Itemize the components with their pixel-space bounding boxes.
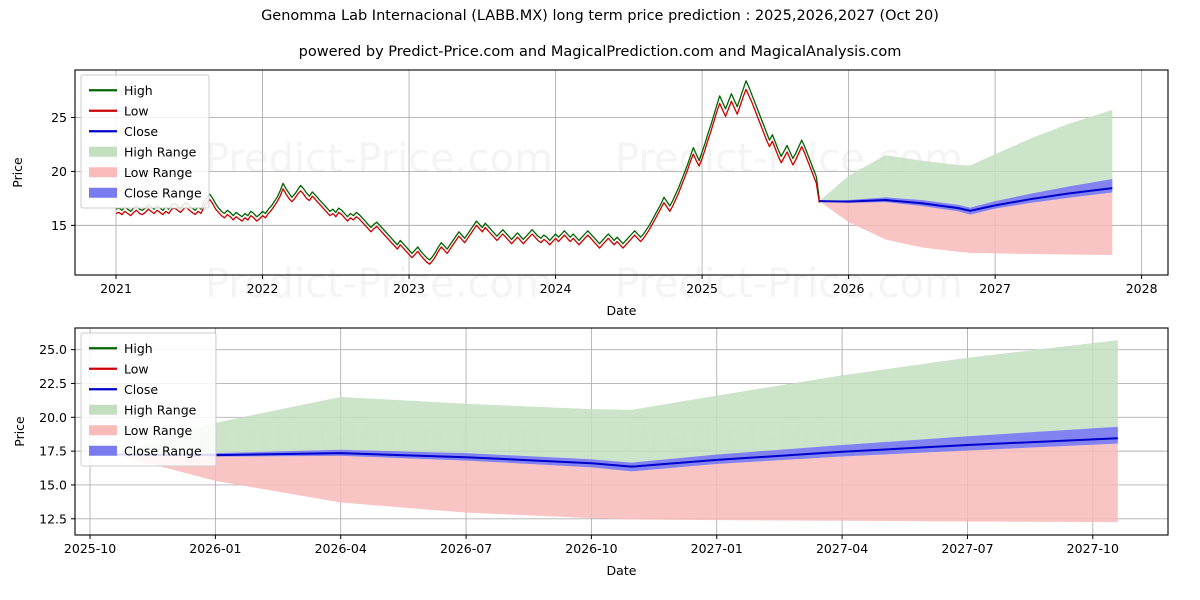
low-range-band (819, 192, 1113, 256)
legend-item-label: Close Range (124, 443, 202, 458)
legend-item-label: Low Range (124, 423, 193, 438)
close-range-band (819, 178, 1113, 215)
legend-item-label: Close (124, 124, 158, 139)
x-tick-label: 2027-10 (1067, 541, 1119, 556)
y-tick-label: 22.5 (39, 376, 67, 391)
legend-item-label: High (124, 341, 153, 356)
legend-swatch-band (89, 187, 117, 198)
page-subtitle: powered by Predict-Price.com and Magical… (298, 44, 902, 60)
watermark-text: Predict-Price.com (205, 136, 553, 182)
x-tick-label: 2026-01 (189, 541, 241, 556)
legend-item-label: Low (124, 361, 149, 376)
x-tick-label: 2021 (100, 281, 132, 296)
x-tick-label: 2025-10 (64, 541, 116, 556)
y-tick-label: 15 (51, 218, 67, 233)
x-tick-label: 2025 (686, 281, 718, 296)
legend-item-label: High (124, 83, 153, 98)
y-axis-label: Price (10, 157, 25, 188)
x-tick-label: 2024 (540, 281, 572, 296)
forecast-detail-chart-panel: Predict-Price.comPredict-Price.com2025-1… (0, 320, 1200, 600)
legend-item-label: Close (124, 382, 158, 397)
y-tick-label: 12.5 (39, 511, 67, 526)
high-range-band (115, 340, 1118, 463)
x-tick-label: 2026-04 (315, 541, 367, 556)
watermark-text: Predict-Price.com (205, 261, 553, 307)
x-tick-label: 2026 (833, 281, 865, 296)
y-tick-label: 25 (51, 110, 67, 125)
x-tick-label: 2027-04 (816, 541, 868, 556)
overview-chart-svg: Predict-Price.com Predict-Price.com Predic… (10, 69, 1169, 318)
low-range-band (115, 443, 1118, 523)
plot-frame (74, 69, 1169, 276)
x-tick-label: 2028 (1126, 281, 1158, 296)
legend-item-label: Low (124, 103, 149, 118)
legend-item-label: Low Range (124, 165, 193, 180)
x-tick-label: 2027 (979, 281, 1011, 296)
close-line (819, 187, 1113, 212)
y-tick-label: 20 (51, 164, 67, 179)
close-range-band (115, 426, 1118, 472)
y-tick-label: 20.0 (39, 410, 67, 425)
x-tick-label: 2023 (393, 281, 425, 296)
legend-swatch-band (89, 404, 117, 415)
x-tick-label: 2026-07 (440, 541, 492, 556)
x-tick-label: 2027-01 (691, 541, 743, 556)
low-line (115, 88, 820, 265)
x-axis-label: Date (607, 303, 637, 318)
watermark-text: Predict-Price.com (615, 261, 963, 307)
high-range-band (819, 109, 1113, 208)
legend-item-label: High Range (124, 144, 197, 159)
legend-swatch-band (89, 425, 117, 436)
x-axis-label: Date (607, 563, 637, 578)
page-title: Genomma Lab Internacional (LABB.MX) long… (261, 8, 939, 24)
legend-swatch-band (89, 445, 117, 456)
y-tick-label: 15.0 (39, 477, 67, 492)
forecast-detail-chart-svg: Predict-Price.comPredict-Price.com2025-1… (12, 327, 1169, 578)
legend-item-label: Close Range (124, 185, 202, 200)
legend-item-label: High Range (124, 402, 197, 417)
y-tick-label: 17.5 (39, 444, 67, 459)
x-tick-label: 2026-10 (565, 541, 617, 556)
legend-swatch-band (89, 146, 117, 157)
y-axis-label: Price (12, 416, 27, 447)
plot-frame (74, 327, 1169, 536)
high-line (115, 80, 820, 261)
y-tick-label: 25.0 (39, 342, 67, 357)
overview-chart-panel: Predict-Price.com Predict-Price.com Predic… (0, 62, 1200, 320)
close-line (115, 437, 1118, 468)
x-tick-label: 2027-07 (941, 541, 993, 556)
legend-swatch-band (89, 167, 117, 178)
x-tick-label: 2022 (247, 281, 279, 296)
